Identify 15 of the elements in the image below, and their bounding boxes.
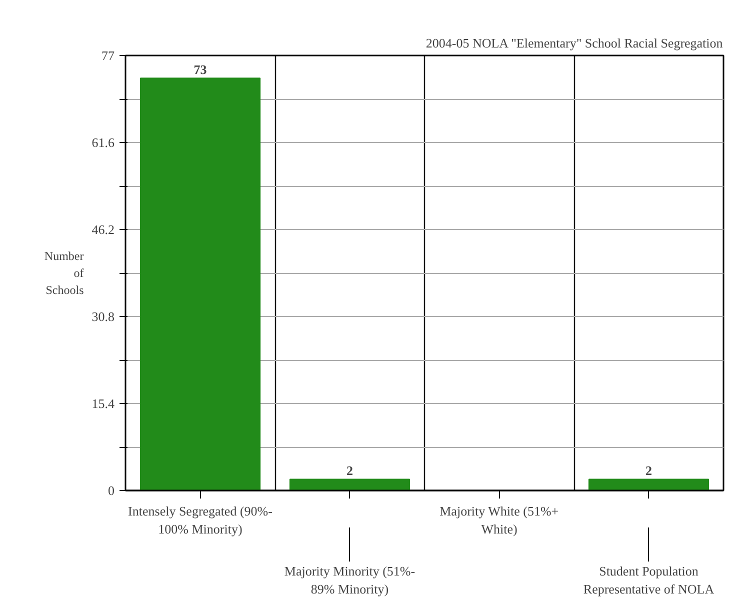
data-label: 73	[194, 62, 208, 78]
y-tick-label: 15.4	[92, 396, 115, 411]
y-tick-label: 61.6	[92, 135, 115, 150]
chart-title: 2004-05 NOLA "Elementary" School Racial Segregation	[426, 36, 724, 50]
x-tick-label: Intensely Segregated (90%- 100% Minority)	[128, 504, 272, 536]
x-tick-label: Majority White (51%+ White)	[440, 504, 559, 536]
data-label: 2	[346, 463, 353, 478]
y-tick-label: 30.8	[92, 309, 114, 324]
x-tick-label: Majority Minority (51%- 89% Minority)	[284, 564, 416, 596]
y-tick-label: 0	[108, 483, 114, 498]
y-tick-label: 46.2	[92, 222, 114, 237]
y-axis-title: Number of Schools	[44, 249, 84, 297]
y-tick-label: 77	[102, 48, 115, 63]
x-tick-label: Student Population Representative of NOLA	[583, 564, 715, 596]
data-label: 2	[646, 463, 652, 478]
